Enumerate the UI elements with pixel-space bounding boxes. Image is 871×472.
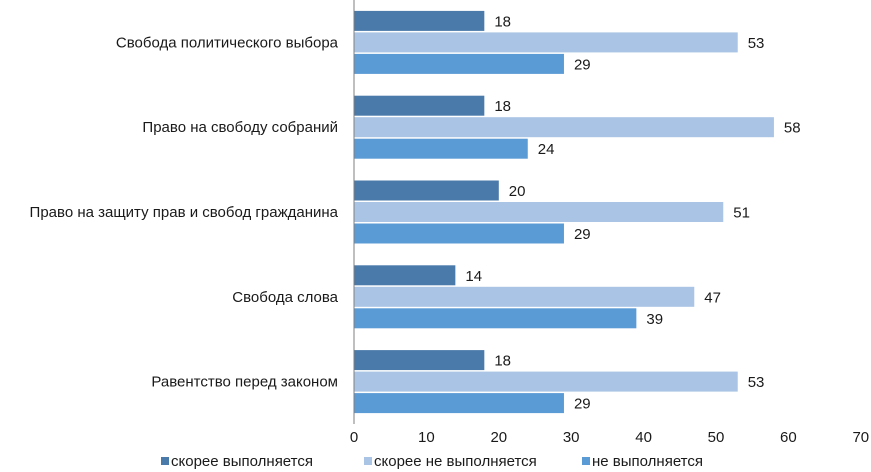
data-label: 51 — [733, 205, 750, 222]
data-label: 20 — [509, 183, 526, 200]
bar — [354, 10, 485, 31]
x-tick-label: 10 — [418, 429, 435, 446]
legend-swatch — [582, 457, 590, 465]
legend-label: скорее выполняется — [171, 453, 313, 470]
data-label: 29 — [574, 396, 591, 413]
data-label: 29 — [574, 56, 591, 73]
bar — [354, 53, 564, 74]
bar — [354, 180, 499, 201]
bar — [354, 393, 564, 414]
x-tick-label: 40 — [635, 429, 652, 446]
legend-item: скорее выполняется — [161, 453, 313, 470]
data-label: 14 — [465, 268, 482, 285]
x-tick-label: 70 — [852, 429, 869, 446]
legend-item: скорее не выполняется — [364, 453, 537, 470]
bar — [354, 286, 695, 307]
bar — [354, 138, 528, 159]
x-tick-label: 30 — [563, 429, 580, 446]
bar — [354, 32, 738, 53]
x-tick-label: 60 — [780, 429, 797, 446]
bar — [354, 308, 637, 329]
legend-swatch — [364, 457, 372, 465]
legend-swatch — [161, 457, 169, 465]
data-label: 47 — [704, 289, 721, 306]
x-tick-label: 50 — [708, 429, 725, 446]
bar — [354, 202, 724, 222]
bar — [354, 350, 485, 371]
category-label: Равентство перед законом — [151, 374, 338, 391]
bar — [354, 371, 738, 392]
legend-item: не выполняется — [582, 453, 703, 470]
data-label: 53 — [748, 374, 765, 391]
data-label: 39 — [646, 311, 663, 328]
x-tick-label: 20 — [490, 429, 507, 446]
data-label: 58 — [784, 120, 801, 137]
category-label: Право на защиту прав и свобод гражданина — [30, 204, 339, 221]
bar — [354, 265, 456, 286]
category-labels: Свобода политического выбора Право на сво… — [30, 34, 339, 390]
bars — [354, 10, 774, 414]
legend-label: скорее не выполняется — [374, 453, 537, 470]
bar — [354, 117, 774, 138]
category-label: Право на свободу собраний — [142, 119, 338, 136]
x-tick-label: 0 — [350, 429, 358, 446]
data-label: 18 — [494, 98, 511, 115]
data-label: 53 — [748, 35, 765, 52]
x-axis-ticks: 0 10 20 30 40 50 60 70 — [350, 429, 869, 446]
data-labels: 18 53 29 18 58 24 20 51 29 14 47 39 18 53 29 — [465, 13, 800, 412]
data-label: 29 — [574, 226, 591, 243]
data-label: 18 — [494, 353, 511, 370]
bar — [354, 95, 485, 116]
legend: скорее выполняется скорее не выполняется н… — [161, 453, 703, 470]
bar — [354, 223, 564, 244]
data-label: 18 — [494, 13, 511, 30]
legend-label: не выполняется — [592, 453, 703, 470]
data-label: 24 — [538, 141, 555, 158]
category-label: Свобода слова — [232, 289, 338, 306]
category-label: Свобода политического выбора — [116, 34, 339, 51]
